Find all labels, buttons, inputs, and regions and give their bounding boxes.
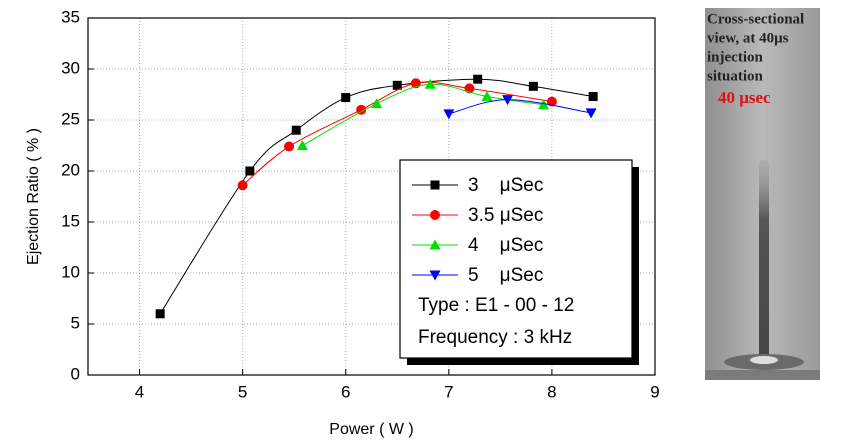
- marker: [481, 91, 493, 102]
- x-axis-label: Power ( W ): [329, 421, 413, 438]
- y-tick-label: 10: [61, 262, 80, 281]
- marker: [424, 78, 436, 89]
- legend-label: 4 μSec: [468, 235, 543, 256]
- photo-base: [705, 370, 820, 380]
- y-tick-label: 20: [61, 160, 80, 179]
- marker: [155, 309, 165, 319]
- legend: [399, 159, 633, 359]
- marker: [237, 180, 248, 191]
- legend-label: 5 μSec: [468, 265, 543, 286]
- chart: 0 5 10 15 20 25 30 35 4 5 6 7 8 9 Power ( W ) Ejection …: [25, 7, 660, 438]
- photo: Cross-sectional view, at 40μs injection …: [705, 8, 820, 380]
- legend-marker: [429, 239, 441, 250]
- marker: [588, 92, 598, 102]
- y-tick-label: 25: [61, 109, 80, 128]
- legend-marker: [429, 270, 441, 281]
- y-tick-label: 5: [71, 313, 80, 332]
- marker: [502, 95, 514, 106]
- marker: [341, 93, 351, 103]
- photo-caption: Cross-sectional: [707, 11, 804, 27]
- marker: [245, 166, 255, 176]
- legend-marker: [430, 210, 440, 220]
- legend-label: 3.5 μSec: [468, 205, 543, 226]
- marker: [356, 104, 367, 115]
- marker: [443, 109, 455, 120]
- photo-label: 40 μsec: [718, 88, 771, 107]
- annotation: Type : E1 - 00 - 12: [418, 295, 574, 316]
- x-tick-label: 9: [650, 382, 659, 401]
- x-tick-label: 6: [341, 382, 350, 401]
- x-tick-label: 4: [135, 382, 144, 401]
- y-tick-label: 0: [71, 364, 80, 383]
- legend-marker: [430, 180, 440, 190]
- annotation: Frequency : 3 kHz: [418, 327, 572, 348]
- marker: [473, 74, 483, 84]
- marker: [291, 125, 301, 135]
- marker: [284, 141, 295, 152]
- marker: [528, 81, 538, 91]
- y-tick-label: 30: [61, 58, 80, 77]
- marker: [392, 80, 402, 90]
- x-tick-label: 5: [238, 382, 247, 401]
- series-line: [302, 83, 544, 146]
- photo-caption: situation: [707, 68, 764, 84]
- nozzle-center: [750, 356, 778, 364]
- y-tick-label: 35: [61, 7, 80, 26]
- jet-streak: [759, 160, 769, 360]
- plot-frame: [87, 17, 656, 376]
- y-tick-label: 15: [61, 211, 80, 230]
- x-tick-label: 8: [547, 382, 556, 401]
- marker: [371, 98, 383, 109]
- marker: [585, 108, 597, 119]
- photo-caption: injection: [707, 49, 763, 65]
- legend-label: 3 μSec: [468, 175, 543, 196]
- marker: [546, 96, 557, 107]
- x-tick-label: 7: [444, 382, 453, 401]
- marker: [296, 140, 308, 150]
- photo-caption: view, at 40μs: [707, 30, 789, 46]
- y-axis-label: Ejection Ratio ( % ): [25, 128, 42, 265]
